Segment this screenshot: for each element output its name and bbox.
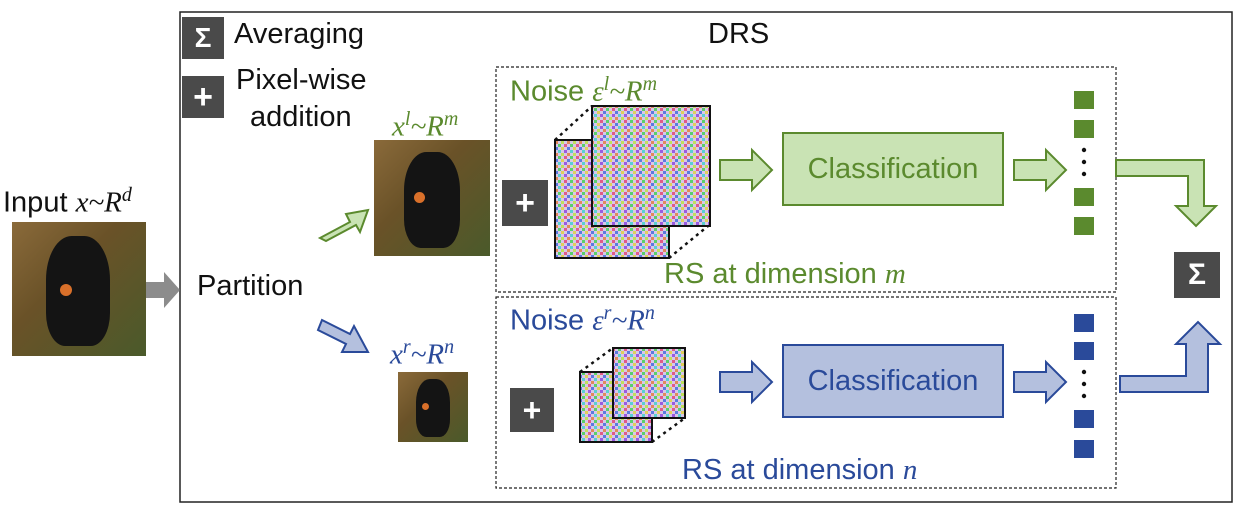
plus-icon: + bbox=[182, 76, 224, 118]
right-merge-arrow bbox=[1119, 320, 1223, 393]
left-classification-box: Classification bbox=[782, 132, 1004, 206]
left-output-squares bbox=[1074, 91, 1094, 235]
outer-frame bbox=[179, 11, 1233, 503]
right-x-label: xr~Rn bbox=[390, 336, 455, 371]
legend-addition-label: addition bbox=[250, 101, 352, 133]
left-noise-stack bbox=[554, 105, 711, 259]
right-arrow-to-classifier bbox=[719, 359, 774, 405]
diagram-title: DRS bbox=[708, 18, 770, 50]
partition-label: Partition bbox=[197, 270, 304, 302]
right-plus-icon: + bbox=[510, 388, 554, 432]
legend-averaging-label: Averaging bbox=[234, 18, 365, 50]
right-partition-image bbox=[398, 372, 468, 442]
right-noise-stack bbox=[579, 346, 686, 444]
left-arrow-to-classifier bbox=[719, 147, 774, 193]
input-dog-image bbox=[12, 222, 146, 356]
partition-arrow-left bbox=[317, 208, 370, 243]
output-sum-icon: Σ bbox=[1174, 252, 1220, 298]
left-rs-box bbox=[495, 66, 1117, 293]
left-rs-label: RS at dimension m bbox=[664, 258, 906, 290]
left-plus-icon: + bbox=[502, 180, 548, 226]
left-partition-image bbox=[374, 140, 490, 256]
right-rs-label: RS at dimension n bbox=[682, 454, 918, 486]
partition-arrow-right bbox=[316, 318, 370, 353]
right-classification-box: Classification bbox=[782, 344, 1004, 418]
right-rs-box bbox=[495, 296, 1117, 489]
left-output-dots bbox=[1081, 147, 1087, 177]
input-label: Input x~Rd bbox=[3, 184, 132, 219]
left-arrow-to-outputs bbox=[1013, 147, 1068, 193]
left-noise-label: Noise εl~Rm bbox=[510, 73, 658, 108]
sum-icon: Σ bbox=[182, 17, 224, 59]
right-output-dots bbox=[1081, 369, 1087, 399]
left-x-label: xl~Rm bbox=[392, 108, 459, 143]
left-merge-arrow bbox=[1115, 159, 1219, 228]
right-output-squares bbox=[1074, 314, 1094, 458]
legend-pixelwise-label: Pixel-wise bbox=[236, 64, 367, 96]
right-noise-label: Noise εr~Rn bbox=[510, 302, 655, 337]
input-arrow bbox=[146, 272, 180, 308]
right-arrow-to-outputs bbox=[1013, 359, 1068, 405]
